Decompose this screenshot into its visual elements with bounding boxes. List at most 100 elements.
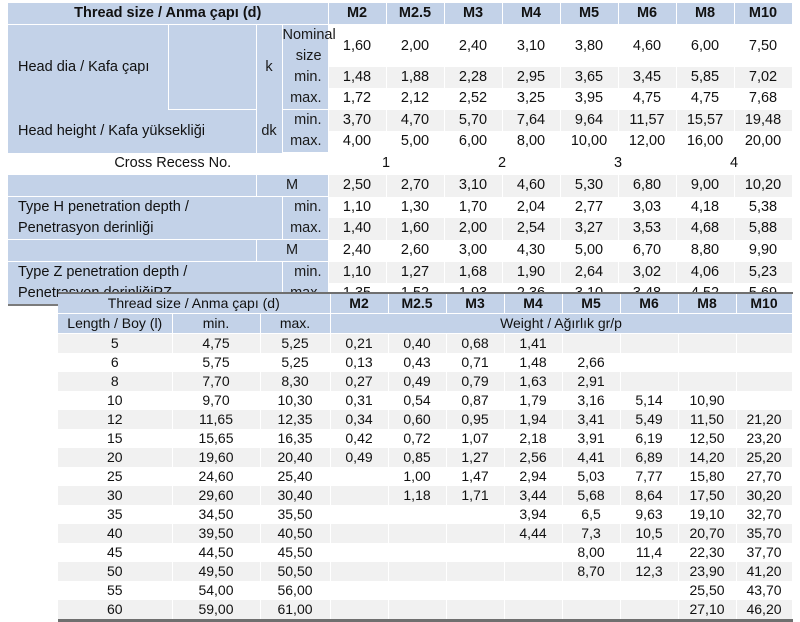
row-label-m-type-z: M xyxy=(256,239,329,262)
table-row: 10 9,70 10,30 0,31 0,54 0,87 1,79 3,16 5… xyxy=(58,391,793,410)
cell-weight: 0,42 xyxy=(330,429,389,448)
cell-value: 2,54 xyxy=(502,218,561,240)
cell-weight xyxy=(330,524,389,543)
cell-weight xyxy=(678,333,737,353)
cell-value: 3,65 xyxy=(560,67,619,88)
cell-length-min: 59,00 xyxy=(172,600,261,621)
cell-length-min: 7,70 xyxy=(172,372,261,391)
table-row: 55 54,00 56,00 25,50 43,70 xyxy=(58,581,793,600)
cell-weight: 1,41 xyxy=(504,333,563,353)
cell-weight: 19,10 xyxy=(678,505,737,524)
cell-weight: 37,70 xyxy=(736,543,793,562)
cell-length-max: 56,00 xyxy=(260,581,331,600)
cell-weight: 0,13 xyxy=(330,353,389,372)
cell-value: 1,48 xyxy=(328,67,387,88)
row-sublabel-max: max. xyxy=(282,218,329,240)
cell-weight: 5,68 xyxy=(562,486,621,505)
cell-weight xyxy=(562,581,621,600)
cell-value: 4,75 xyxy=(676,88,735,110)
cell-value: 4,68 xyxy=(676,218,735,240)
cell-weight xyxy=(736,333,793,353)
cell-weight: 6,89 xyxy=(620,448,679,467)
cell-value: 2,00 xyxy=(444,218,503,240)
cell-weight xyxy=(620,581,679,600)
cell-value: 4,70 xyxy=(386,109,445,131)
cell-value: 2,28 xyxy=(444,67,503,88)
cell-weight xyxy=(736,353,793,372)
table-row: M 2,50 2,70 3,10 4,60 5,30 6,80 9,00 10,… xyxy=(8,174,793,197)
cell-length: 60 xyxy=(58,600,173,621)
column-header-m8: M8 xyxy=(676,3,735,25)
table-row-cross-recess: Cross Recess No. 1 2 3 4 xyxy=(8,152,793,175)
cell-weight xyxy=(330,543,389,562)
cell-weight: 3,41 xyxy=(562,410,621,429)
table-row: 50 49,50 50,50 8,70 12,3 23,90 41,20 xyxy=(58,562,793,581)
table-row: Penetrasyon derinliği max. 1,40 1,60 2,0… xyxy=(8,218,793,240)
cell-length-min: 44,50 xyxy=(172,543,261,562)
cell-value: 3,02 xyxy=(618,261,677,283)
cell-value: 1,60 xyxy=(328,24,387,67)
row-sublabel-nominal: Nominal size xyxy=(282,24,336,67)
row-sublabel-min: min. xyxy=(282,261,329,283)
cell-length: 5 xyxy=(58,333,173,353)
cell-weight: 0,43 xyxy=(388,353,447,372)
cell-length-max: 50,50 xyxy=(260,562,331,581)
cell-length-min: 54,00 xyxy=(172,581,261,600)
cell-value: 1,10 xyxy=(328,196,387,218)
cell-weight: 1,71 xyxy=(446,486,505,505)
cell-weight xyxy=(504,562,563,581)
column-header-m10: M10 xyxy=(734,3,793,25)
table-row: 45 44,50 45,50 8,00 11,4 22,30 37,70 xyxy=(58,543,793,562)
column-header-m8: M8 xyxy=(678,293,737,314)
cell-weight xyxy=(678,353,737,372)
cell-weight: 4,41 xyxy=(562,448,621,467)
cell-value: 5,85 xyxy=(676,67,735,88)
cell-length-max: 61,00 xyxy=(260,600,331,621)
cell-length-max: 25,40 xyxy=(260,467,331,486)
weight-table: Thread size / Anma çapı (d) M2 M2.5 M3 M… xyxy=(58,292,793,622)
cell-value: 3,10 xyxy=(444,174,503,197)
table-row: Head height / Kafa yüksekliği dk min. 3,… xyxy=(8,109,793,153)
cell-weight: 8,64 xyxy=(620,486,679,505)
column-header-m4: M4 xyxy=(502,3,561,25)
cell-weight xyxy=(620,333,679,353)
row-sublabel-min: min. xyxy=(282,109,329,131)
cell-value: 19,48 xyxy=(734,109,793,131)
cell-weight xyxy=(388,581,447,600)
cell-length-max: 8,30 xyxy=(260,372,331,391)
cell-value: 7,50 xyxy=(734,24,793,67)
cell-value: 5,00 xyxy=(386,131,445,153)
row-symbol-dk: dk xyxy=(256,109,283,153)
column-header-m4: M4 xyxy=(504,293,563,314)
cell-length-min: 49,50 xyxy=(172,562,261,581)
cell-value: 8,80 xyxy=(676,239,735,262)
cell-weight: 5,03 xyxy=(562,467,621,486)
cell-weight: 7,3 xyxy=(562,524,621,543)
cell-value: 3,95 xyxy=(560,88,619,110)
row-sublabel-min: min. xyxy=(282,196,329,218)
cell-value: 9,64 xyxy=(560,109,619,131)
row-label-type-h-line1: Type H penetration depth / xyxy=(8,196,283,218)
cell-value: 4,06 xyxy=(676,261,735,283)
cell-length: 12 xyxy=(58,410,173,429)
cell-value: 3,53 xyxy=(618,218,677,240)
column-header-m25: M2.5 xyxy=(388,293,447,314)
cell-weight: 0,85 xyxy=(388,448,447,467)
cell-value: 2,60 xyxy=(386,239,445,262)
cell-value: 1,70 xyxy=(444,196,503,218)
row-label-head-dia: Head dia / Kafa çapı xyxy=(8,24,169,110)
cell-length: 10 xyxy=(58,391,173,410)
cell-weight xyxy=(446,543,505,562)
cell-weight: 0,34 xyxy=(330,410,389,429)
cell-length: 40 xyxy=(58,524,173,543)
cell-value: 20,00 xyxy=(734,131,793,153)
cell-weight: 6,5 xyxy=(562,505,621,524)
cell-length-min: 34,50 xyxy=(172,505,261,524)
cell-weight: 22,30 xyxy=(678,543,737,562)
cell-length: 45 xyxy=(58,543,173,562)
cell-weight: 10,5 xyxy=(620,524,679,543)
table-row: max. 1,72 2,12 2,52 3,25 3,95 4,75 4,75 … xyxy=(8,88,793,110)
row-label-type-z-line1: Type Z penetration depth / xyxy=(8,261,283,283)
cell-weight xyxy=(446,524,505,543)
cell-value: 3,03 xyxy=(618,196,677,218)
